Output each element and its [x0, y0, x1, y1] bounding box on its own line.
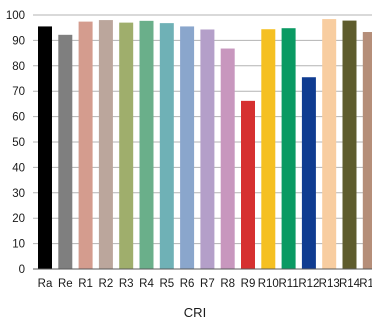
- y-tick-label: 10: [12, 239, 25, 251]
- x-tick-label: R1: [78, 278, 93, 290]
- x-tick-label: Re: [58, 278, 73, 290]
- bar-re: [58, 34, 73, 270]
- y-tick-label: 50: [12, 137, 25, 149]
- bar-r12: [301, 77, 316, 269]
- bars: [38, 19, 372, 270]
- x-axis-title: CRI: [184, 305, 206, 320]
- y-tick-label: 60: [12, 112, 25, 124]
- x-tick-label: R9: [241, 278, 256, 290]
- x-tick-label: R10: [258, 278, 279, 290]
- x-tick-label: R15: [359, 278, 372, 290]
- x-tick-label: R2: [99, 278, 114, 290]
- bar-r4: [139, 20, 154, 270]
- bar-r5: [159, 23, 174, 269]
- bar-r2: [98, 20, 113, 269]
- bar-ra: [38, 26, 52, 270]
- y-tick-label: 20: [12, 213, 25, 225]
- bar-r10: [261, 29, 276, 269]
- x-tick-label: R7: [200, 278, 215, 290]
- y-axis-tick-labels: 0 10 20 30 40 50 60 70 80 90 100: [6, 10, 25, 276]
- bar-r6: [180, 26, 195, 270]
- bar-r1: [78, 21, 93, 269]
- y-tick-label: 30: [12, 188, 25, 200]
- bar-r8: [220, 48, 235, 269]
- x-tick-label: R11: [278, 278, 298, 290]
- bar-r13: [322, 19, 337, 270]
- bar-r7: [200, 29, 215, 270]
- y-tick-label: 70: [12, 86, 25, 98]
- x-tick-label: Ra: [38, 278, 53, 290]
- y-tick-label: 90: [12, 35, 25, 47]
- x-tick-label: R5: [159, 278, 174, 290]
- x-tick-label: R12: [298, 278, 319, 290]
- bar-r3: [119, 22, 134, 270]
- x-tick-label: R3: [119, 278, 134, 290]
- y-tick-label: 40: [12, 162, 25, 174]
- y-tick-label: 100: [6, 10, 25, 22]
- bar-r15: [362, 32, 372, 269]
- x-tick-label: R4: [139, 278, 154, 290]
- y-tick-label: 0: [19, 264, 25, 276]
- bar-r11: [281, 28, 296, 269]
- x-tick-label: R13: [319, 278, 340, 290]
- y-tick-label: 80: [12, 61, 25, 73]
- x-tick-label: R14: [339, 278, 361, 290]
- x-tick-label: R8: [220, 278, 235, 290]
- bar-r14: [342, 20, 357, 270]
- bar-r9: [241, 100, 255, 270]
- x-tick-label: R6: [180, 278, 195, 290]
- x-axis-tick-labels: Ra Re R1 R2 R3 R4 R5 R6 R7 R8 R9R10R11R12R13R14R15: [38, 278, 372, 290]
